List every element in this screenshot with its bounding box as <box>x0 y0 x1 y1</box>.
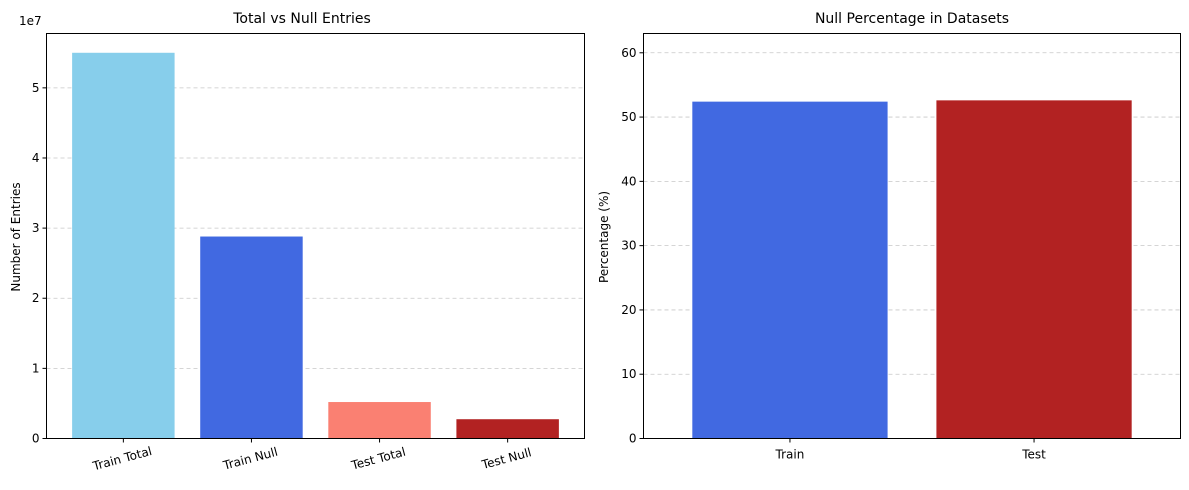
x-tick-label: Test Total <box>349 445 407 473</box>
plot-frame <box>46 33 585 439</box>
y-tick-label: 2 <box>32 291 40 305</box>
y-axis-label: Percentage (%) <box>597 191 611 283</box>
plot-frame <box>643 33 1181 439</box>
y-tick-label: 0 <box>629 432 637 446</box>
y-tick-label: 1 <box>32 361 40 375</box>
y-tick-label: 20 <box>621 303 636 317</box>
y-tick-label: 50 <box>621 110 636 124</box>
bar-test <box>936 100 1132 439</box>
y-offset-label: 1e7 <box>19 14 42 28</box>
chart-title: Null Percentage in Datasets <box>815 11 1009 27</box>
bar-train-null <box>200 236 303 439</box>
x-tick-label: Test Null <box>479 445 533 472</box>
x-tick-label: Train <box>775 448 805 462</box>
chart-null-percentage: Null Percentage in Datasets Percentage (… <box>597 11 1181 462</box>
bars <box>72 52 559 439</box>
y-ticks: 0 1 2 3 4 5 <box>32 81 47 446</box>
y-tick-label: 5 <box>32 81 40 95</box>
y-ticks: 0 10 20 30 40 50 60 <box>621 46 644 446</box>
x-tick-label: Train Total <box>90 444 153 473</box>
x-tick-label: Test <box>1021 448 1046 462</box>
bars <box>692 100 1132 439</box>
y-tick-label: 0 <box>32 432 40 446</box>
y-tick-label: 60 <box>621 46 636 60</box>
bar-test-null <box>456 419 559 439</box>
bar-train <box>692 101 888 439</box>
bar-test-total <box>328 402 431 439</box>
chart-total-vs-null: Total vs Null Entries Number of Entries … <box>9 11 585 474</box>
y-tick-label: 30 <box>621 239 636 253</box>
y-tick-label: 40 <box>621 174 636 188</box>
bar-train-total <box>72 52 175 439</box>
x-tick-label: Train Null <box>221 445 280 473</box>
y-axis-label: Number of Entries <box>9 182 23 291</box>
y-tick-label: 4 <box>32 151 40 165</box>
y-tick-label: 10 <box>621 367 636 381</box>
x-ticks: Train Total Train Null Test Total Test Null <box>90 438 533 474</box>
y-tick-label: 3 <box>32 221 40 235</box>
chart-title: Total vs Null Entries <box>232 11 371 27</box>
x-ticks: Train Test <box>775 438 1046 462</box>
